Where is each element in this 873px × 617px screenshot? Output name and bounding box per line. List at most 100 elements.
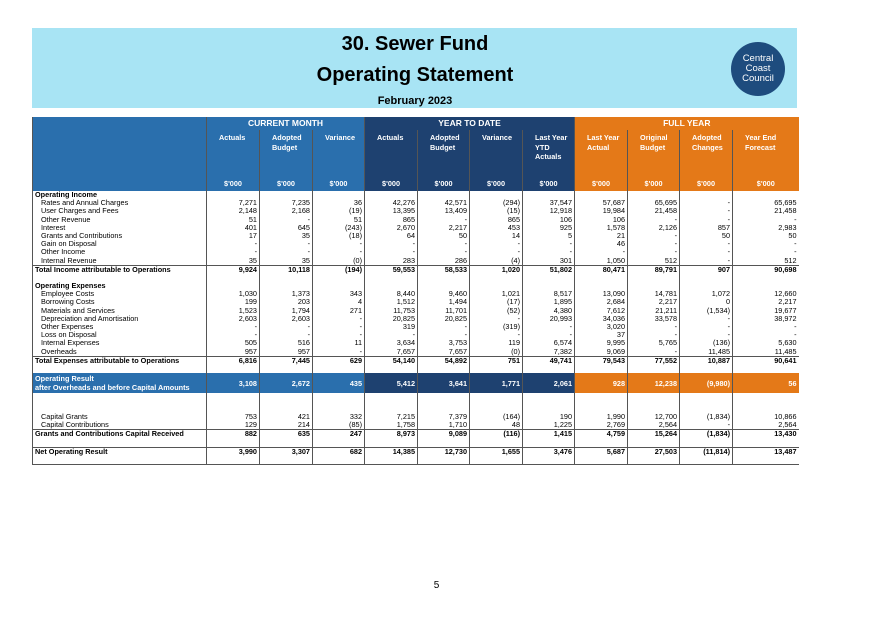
column-header: Adopted Changes xyxy=(679,130,733,177)
line-item-row: Grants and Contributions 17 35 (18) 64 50 14 5 2… xyxy=(32,232,799,241)
value-cell: - xyxy=(732,331,799,340)
value-cell: - xyxy=(417,248,470,257)
value-cell: 59,553 xyxy=(364,264,418,275)
value-cell: 65,695 xyxy=(732,199,799,208)
value-cell xyxy=(206,274,260,283)
value-cell xyxy=(311,393,365,414)
value-cell: 3,641 xyxy=(417,373,470,394)
value-cell: 1,050 xyxy=(574,256,628,266)
value-cell: 49,741 xyxy=(522,355,575,366)
row-label xyxy=(32,365,207,374)
value-cell: 33,578 xyxy=(627,314,680,324)
value-cell xyxy=(627,393,680,414)
value-cell xyxy=(679,455,733,465)
value-cell: 2,603 xyxy=(206,314,260,324)
unit-label: $'000 xyxy=(574,177,628,191)
value-cell: 957 xyxy=(206,347,260,357)
value-cell xyxy=(574,365,628,374)
value-cell xyxy=(627,191,680,200)
value-cell: 3,476 xyxy=(522,446,575,456)
value-cell: 36 xyxy=(311,199,365,208)
header-blank-cell xyxy=(32,177,207,191)
line-item-row: Rates and Annual Charges 7,271 7,235 36 42,2… xyxy=(32,199,799,208)
value-cell xyxy=(206,393,260,414)
value-cell xyxy=(311,365,365,374)
value-cell: (52) xyxy=(469,306,523,315)
value-cell xyxy=(417,191,470,200)
value-cell: 119 xyxy=(469,339,523,348)
value-cell: - xyxy=(732,215,799,224)
value-cell: 8,517 xyxy=(522,290,575,299)
unit-label: $'000 xyxy=(522,177,575,191)
value-cell: 1,415 xyxy=(522,429,575,439)
line-item-row: Interest 401 645 (243) 2,670 2,217 453 925 1,578… xyxy=(32,223,799,233)
value-cell: - xyxy=(732,323,799,332)
line-item-row: Materials and Services 1,523 1,794 271 11,75… xyxy=(32,306,799,315)
value-cell xyxy=(311,274,365,283)
value-cell xyxy=(679,438,733,448)
value-cell: 1,758 xyxy=(364,421,418,430)
value-cell xyxy=(679,393,733,414)
value-cell: 11,753 xyxy=(364,306,418,315)
value-cell: 1,523 xyxy=(206,306,260,315)
value-cell: 4 xyxy=(311,298,365,307)
value-cell: 2,126 xyxy=(627,223,680,233)
value-cell: (1,834) xyxy=(679,413,733,422)
title-banner xyxy=(32,28,797,108)
value-cell: - xyxy=(627,240,680,249)
value-cell: 1,030 xyxy=(206,290,260,299)
value-cell: 4,759 xyxy=(574,429,628,439)
value-cell: 1,990 xyxy=(574,413,628,422)
value-cell: 401 xyxy=(206,223,260,233)
value-cell: - xyxy=(679,215,733,224)
row-label: Gain on Disposal xyxy=(32,240,207,249)
value-cell xyxy=(732,274,799,283)
value-cell: - xyxy=(259,323,313,332)
value-cell xyxy=(732,455,799,465)
row-label: Operating Expenses xyxy=(32,282,207,291)
value-cell: 90,698 xyxy=(732,264,799,275)
total-row: Total Income attributable to Operations 9… xyxy=(32,264,799,275)
value-cell: (136) xyxy=(679,339,733,348)
value-cell: (243) xyxy=(311,223,365,233)
value-cell: 2,217 xyxy=(732,298,799,307)
value-cell xyxy=(574,191,628,200)
value-cell xyxy=(732,191,799,200)
line-item-row: Loss on Disposal - - - - - - -37- - - xyxy=(32,331,799,340)
value-cell xyxy=(364,191,418,200)
value-cell: - xyxy=(732,240,799,249)
row-label xyxy=(32,438,207,448)
value-cell xyxy=(679,274,733,283)
value-cell xyxy=(206,455,260,465)
operating-result-subtitle: after Overheads and before Capital Amoun… xyxy=(35,383,190,393)
value-cell: 50 xyxy=(679,232,733,241)
value-cell: - xyxy=(522,331,575,340)
value-cell: - xyxy=(679,256,733,266)
value-cell: - xyxy=(679,421,733,430)
value-cell: 9,460 xyxy=(417,290,470,299)
value-cell: 46 xyxy=(574,240,628,249)
row-label: User Charges and Fees xyxy=(32,207,207,216)
row-label: Other Expenses xyxy=(32,323,207,332)
value-cell: 48 xyxy=(469,421,523,430)
value-cell: 203 xyxy=(259,298,313,307)
column-group-header-row: CURRENT MONTH YEAR TO DATE FULL YEAR xyxy=(32,117,799,130)
column-header: Variance xyxy=(311,130,365,177)
value-cell: 1,794 xyxy=(259,306,313,315)
value-cell: (0) xyxy=(469,347,523,357)
value-cell: 14,781 xyxy=(627,290,680,299)
value-cell: 58,533 xyxy=(417,264,470,275)
value-cell: - xyxy=(522,240,575,249)
value-cell: - xyxy=(469,240,523,249)
value-cell: 301 xyxy=(522,256,575,266)
line-item-row: Depreciation and Amortisation 2,603 2,603-… xyxy=(32,314,799,324)
value-cell: 17 xyxy=(206,232,260,241)
value-cell: 512 xyxy=(732,256,799,266)
value-cell: (164) xyxy=(469,413,523,422)
value-cell xyxy=(311,191,365,200)
row-label: Materials and Services xyxy=(32,306,207,315)
value-cell: - xyxy=(679,314,733,324)
value-cell: 7,235 xyxy=(259,199,313,208)
value-cell: 1,072 xyxy=(679,290,733,299)
value-cell: 8,440 xyxy=(364,290,418,299)
